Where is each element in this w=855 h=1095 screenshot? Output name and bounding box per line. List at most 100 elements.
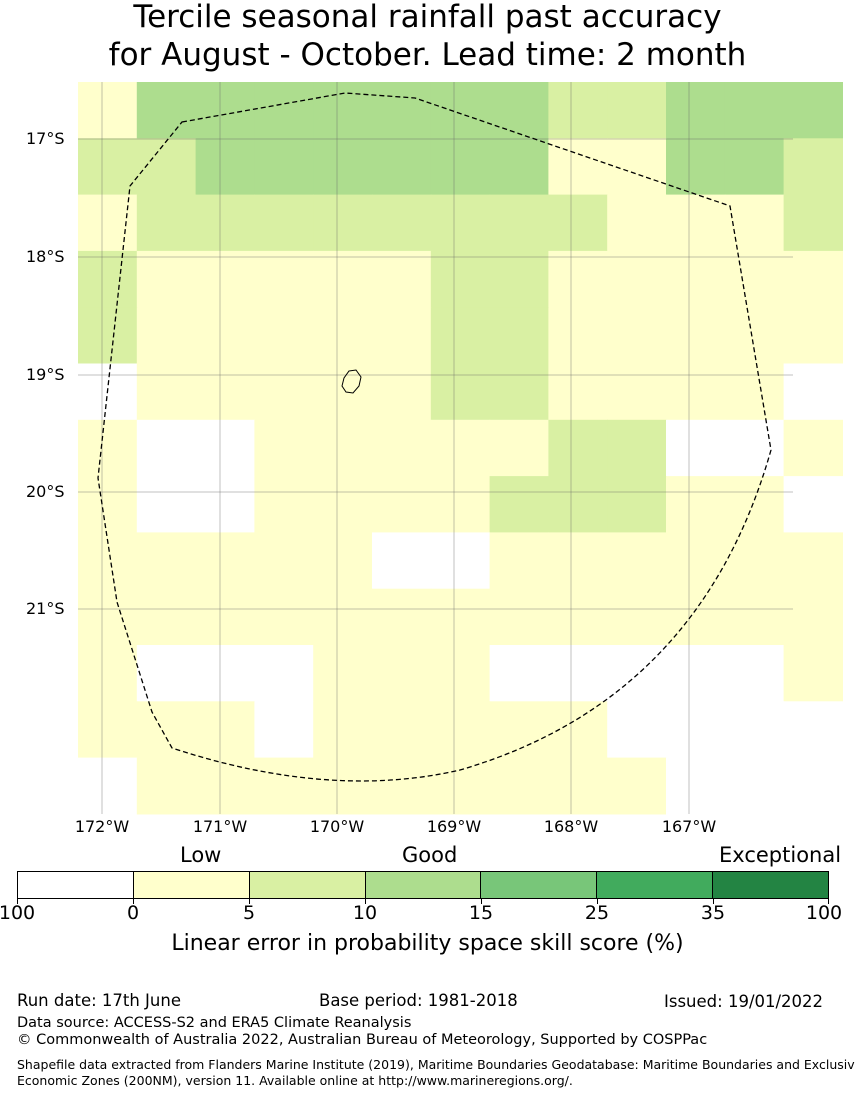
grid-cell bbox=[313, 701, 373, 759]
lat-label-19s: 19°S bbox=[26, 365, 65, 384]
grid-cell bbox=[254, 532, 314, 590]
grid-cell bbox=[430, 307, 491, 365]
grid-cell bbox=[666, 307, 726, 365]
grid-cell bbox=[78, 138, 138, 196]
grid-cell bbox=[136, 82, 197, 139]
grid-cell bbox=[372, 701, 432, 759]
colorbar-segment bbox=[133, 872, 250, 898]
grid-cell bbox=[783, 419, 843, 477]
run-date: Run date: 17th June bbox=[17, 991, 181, 1010]
grid-cell bbox=[372, 419, 432, 477]
grid-cell bbox=[666, 250, 726, 308]
lon-label-168w: 168°W bbox=[543, 817, 599, 836]
grid-cell bbox=[372, 194, 432, 252]
grid-cell bbox=[136, 419, 197, 477]
skill-score-map bbox=[78, 82, 843, 815]
grid-cell bbox=[724, 757, 785, 815]
grid-cell bbox=[548, 757, 608, 815]
grid-cell bbox=[783, 82, 843, 139]
grid-cell bbox=[666, 138, 726, 196]
grid-cell bbox=[254, 645, 314, 702]
grid-cell bbox=[78, 194, 138, 252]
grid-cell bbox=[724, 532, 785, 590]
grid-cell bbox=[666, 757, 726, 815]
grid-cell bbox=[78, 757, 138, 815]
grid-cell bbox=[430, 194, 491, 252]
grid-cell bbox=[372, 307, 432, 365]
grid-cell bbox=[195, 363, 255, 421]
shapefile-credit-line-2: Economic Zones (200NM), version 11. Avai… bbox=[17, 1073, 573, 1088]
grid-cell bbox=[254, 138, 314, 196]
grid-cell bbox=[607, 476, 667, 533]
grid-cell bbox=[254, 82, 314, 139]
grid-cell bbox=[666, 419, 726, 477]
grid-cell bbox=[136, 307, 197, 365]
map-title-line-2: for August - October. Lead time: 2 month bbox=[108, 37, 747, 73]
colorbar-tick-label: 35 bbox=[700, 902, 726, 924]
grid-cell bbox=[489, 757, 549, 815]
grid-cell bbox=[372, 757, 432, 815]
grid-cell bbox=[607, 250, 667, 308]
grid-cell bbox=[430, 645, 491, 702]
grid-cell bbox=[136, 757, 197, 815]
grid-cell bbox=[724, 701, 785, 759]
grid-cell bbox=[372, 82, 432, 139]
grid-cell bbox=[195, 532, 255, 590]
colorbar-tick bbox=[17, 899, 18, 904]
grid-cell bbox=[195, 307, 255, 365]
colorbar-tick-label: 25 bbox=[584, 902, 610, 924]
grid-cell bbox=[372, 532, 432, 590]
colorbar-tick bbox=[713, 899, 714, 904]
map-title-line-1: Tercile seasonal rainfall past accuracy bbox=[133, 0, 722, 35]
grid-cell bbox=[489, 363, 549, 421]
lat-label-20s: 20°S bbox=[26, 482, 65, 501]
grid-cell bbox=[607, 757, 667, 815]
grid-cell bbox=[724, 476, 785, 533]
grid-cell bbox=[430, 757, 491, 815]
grid-cell bbox=[78, 307, 138, 365]
eez-boundary bbox=[97, 92, 772, 782]
colorbar-segment bbox=[481, 872, 598, 898]
lon-label-172w: 172°W bbox=[74, 817, 130, 836]
grid-cell bbox=[607, 645, 667, 702]
grid-cell bbox=[607, 532, 667, 590]
grid-cell bbox=[783, 757, 843, 815]
grid-cell bbox=[254, 476, 314, 533]
grid-cell bbox=[372, 138, 432, 196]
base-period: Base period: 1981-2018 bbox=[319, 991, 518, 1010]
grid-cell bbox=[548, 645, 608, 702]
grid-cell bbox=[78, 701, 138, 759]
lat-label-18s: 18°S bbox=[26, 247, 65, 266]
grid-cell bbox=[313, 419, 373, 477]
grid-cell bbox=[430, 532, 491, 590]
colorbar-tick bbox=[828, 899, 829, 904]
grid-cell bbox=[254, 419, 314, 477]
colorbar-tick-label: 100 bbox=[805, 902, 843, 924]
grid-cell bbox=[783, 250, 843, 308]
grid-cell bbox=[489, 476, 549, 533]
grid-cell bbox=[489, 138, 549, 196]
data-source: Data source: ACCESS-S2 and ERA5 Climate … bbox=[17, 1015, 412, 1031]
grid-cell bbox=[724, 307, 785, 365]
grid-cell bbox=[313, 476, 373, 533]
grid-cell bbox=[666, 194, 726, 252]
grid-cell bbox=[548, 194, 608, 252]
grid-cell bbox=[724, 419, 785, 477]
grid-cell bbox=[783, 645, 843, 702]
grid-cell bbox=[78, 82, 138, 139]
grid-cell bbox=[548, 419, 608, 477]
grid-cell bbox=[607, 701, 667, 759]
grid-cell bbox=[548, 363, 608, 421]
grid-cell bbox=[254, 363, 314, 421]
colorbar-tick bbox=[481, 899, 482, 904]
grid-cell bbox=[430, 250, 491, 308]
colorbar-tick bbox=[365, 899, 366, 904]
grid-cell bbox=[489, 419, 549, 477]
grid-cell bbox=[136, 588, 197, 646]
grid-cell bbox=[136, 138, 197, 196]
grid-cell bbox=[724, 645, 785, 702]
grid-cell bbox=[430, 476, 491, 533]
grid-cell bbox=[783, 588, 843, 646]
grid-cell bbox=[195, 757, 255, 815]
grid-cell bbox=[430, 419, 491, 477]
